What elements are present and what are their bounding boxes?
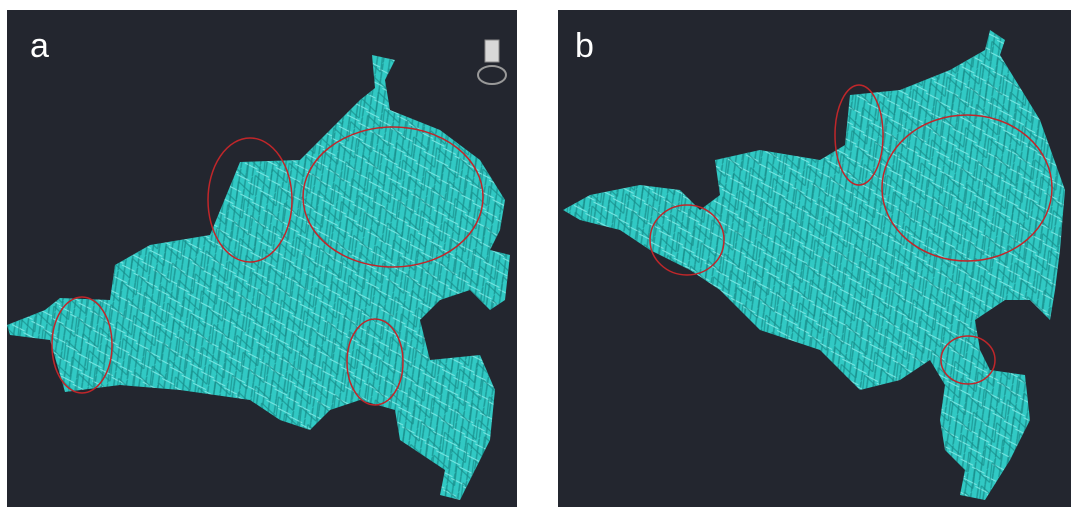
panel-a: a	[7, 10, 517, 507]
panel-b: b	[558, 10, 1071, 507]
figure: a b	[0, 0, 1071, 507]
panel-label: b	[575, 27, 594, 65]
panel-label: a	[30, 27, 49, 65]
